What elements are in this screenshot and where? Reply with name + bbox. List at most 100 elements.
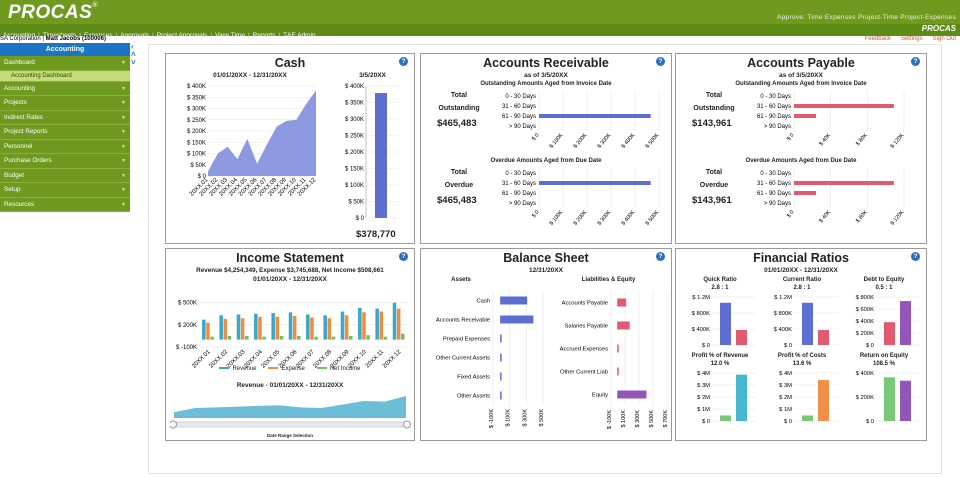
sidebar-item[interactable]: Setup ▼ [0, 183, 130, 198]
y-tick-label: $ 0 [784, 419, 792, 425]
ratio-name: Return on Equity [859, 353, 909, 359]
category-label: 0 - 30 Days [505, 94, 536, 100]
sidebar-item[interactable]: Budget ▼ [0, 168, 130, 183]
sidebar-item[interactable]: Resources ▼ [0, 197, 130, 212]
bar [500, 334, 502, 343]
ratio-bar [900, 380, 911, 421]
range-slider-track[interactable] [170, 421, 411, 428]
x-tick-label: $ 300K [597, 209, 613, 226]
range-slider-handle[interactable] [403, 420, 411, 429]
y-tick-label: $ 0 [356, 216, 365, 222]
x-tick-label: $ 0 [531, 132, 541, 142]
ar-overdue-chart: $ 0 $ 100K $ 200K $ 300K $ 400K $ 500K 0 - 30 … [502, 168, 661, 226]
sidebar-item[interactable]: Accounting ▼ [0, 81, 130, 96]
sidebar-item-label: Purchase Orders [4, 157, 52, 164]
x-tick-label: $ 100K [621, 410, 627, 428]
top-link[interactable]: Settings [900, 36, 923, 42]
sidebar-item[interactable]: Indirect Rates ▼ [0, 110, 130, 125]
ap-overdue-total-label: Total [705, 169, 723, 176]
nav-item[interactable]: Accounting [3, 32, 36, 39]
approve-links[interactable]: Approve: Time Expenses Project-Time Proj… [776, 14, 956, 21]
nav-item[interactable]: Approvals [120, 32, 150, 39]
ratio-chart: $ 400K $ 200K $ 0 [856, 371, 920, 425]
nav-item[interactable]: T&E Admin [283, 32, 316, 39]
category-label: 0 - 30 Days [760, 94, 791, 100]
liabilities-label: Liabilities & Equity [581, 277, 636, 283]
sidebar-item[interactable]: Personnel ▼ [0, 139, 130, 154]
top-link[interactable]: Feedback [864, 36, 891, 42]
x-tick-label: $ 500K [645, 132, 661, 149]
y-tick-label: $ 1M [779, 407, 792, 413]
category-label: > 90 Days [509, 201, 536, 207]
ap-overdue-chart: $ 0 $ 40K $ 80K $ 120K 0 - 30 Days 31 - 60 Da… [757, 168, 906, 226]
category-label: 31 - 60 Days [757, 104, 791, 110]
x-tick-label: $ 0 [786, 132, 796, 142]
legend-swatch [316, 367, 327, 370]
ar-overdue-label: Overdue [444, 182, 474, 189]
sidebar-item[interactable]: Purchase Orders ▼ [0, 154, 130, 169]
y-tick-label: $ 300K [187, 107, 206, 113]
y-tick-label: $ 350K [345, 101, 364, 107]
date-range-label: Date Range Selection [266, 433, 313, 438]
category-label: Fixed Assets [457, 375, 490, 381]
category-label: > 90 Days [764, 201, 791, 207]
nav-item[interactable]: Reports [252, 32, 276, 39]
x-tick-label: $ 200K [573, 209, 589, 226]
nav-item[interactable]: Timesheets [42, 32, 77, 39]
collapse-sidebar-icon[interactable]: ‹ ˄ ˅ [131, 42, 136, 67]
income-bar [297, 335, 301, 340]
y-tick-label: $ 50K [348, 200, 364, 206]
y-tick-label: $ 800K [856, 295, 875, 301]
income-bar [323, 315, 327, 340]
balance-date: 12/31/20XX [529, 267, 563, 274]
help-icon[interactable]: ? [911, 57, 920, 66]
sidebar-item-label: Accounting Dashboard [11, 72, 72, 79]
ap-outstanding-value: $143,961 [692, 118, 732, 129]
legend-item: Net Income [316, 366, 361, 372]
chevron-down-icon: ▼ [121, 201, 126, 208]
sidebar-subitem[interactable]: Accounting Dashboard [0, 70, 130, 82]
help-icon[interactable]: ? [911, 252, 920, 261]
help-icon[interactable]: ? [399, 252, 408, 261]
y-tick-label: $ 0 [784, 343, 792, 349]
income-bar [383, 336, 388, 340]
bar [617, 367, 619, 376]
sidebar-item[interactable]: Project Reports ▼ [0, 125, 130, 140]
nav-item[interactable]: View Time [215, 32, 245, 39]
cash-range: 01/01/20XX - 12/31/20XX [213, 72, 287, 79]
x-tick-label: $ 100K [549, 132, 565, 149]
bar [617, 390, 647, 399]
sidebar-item[interactable]: Dashboard ▼ [0, 56, 130, 71]
bar [617, 344, 619, 353]
help-icon[interactable]: ? [656, 57, 665, 66]
ratio-value: 2.8 : 1 [711, 285, 729, 291]
x-tick-label: $ 400K [621, 209, 637, 226]
y-tick-label: $ 2M [697, 395, 710, 401]
y-tick-label: $ 400K [856, 319, 875, 325]
nav-item[interactable]: Expenses [83, 32, 113, 39]
help-icon[interactable]: ? [656, 252, 665, 261]
top-link[interactable]: Sign Out [932, 36, 956, 42]
income-bar [314, 336, 318, 340]
user-name: Matt Jacobs (100006) [45, 36, 106, 42]
cash-panel: Cash ? 01/01/20XX - 12/31/20XX 3/5/20XX … [165, 53, 415, 244]
x-tick-label: $ 300K [635, 410, 641, 428]
ratio-name: Profit % of Revenue [691, 353, 749, 359]
y-tick-label: $ 400K [856, 371, 875, 377]
x-tick-label: $ 300K [522, 409, 528, 427]
y-tick-label: $ 3M [697, 383, 710, 389]
y-tick-label: $ 4M [697, 371, 710, 377]
ratios-range: 01/01/20XX - 12/31/20XX [764, 267, 838, 274]
income-bar [344, 315, 349, 340]
sidebar-header: Accounting [0, 43, 130, 56]
range-slider-handle[interactable] [170, 420, 177, 429]
sidebar-item[interactable]: Projects ▼ [0, 96, 130, 111]
category-label: 61 - 90 Days [502, 191, 536, 197]
nav-item[interactable]: Project Approvals [156, 32, 208, 39]
y-tick-label: $ 200K [178, 323, 197, 329]
category-label: Accrued Expenses [560, 347, 608, 353]
revenue-range-chart[interactable] [170, 390, 414, 432]
nav-separator: | [79, 32, 81, 39]
help-icon[interactable]: ? [399, 57, 408, 66]
x-tick-label: $ 200K [573, 132, 589, 149]
